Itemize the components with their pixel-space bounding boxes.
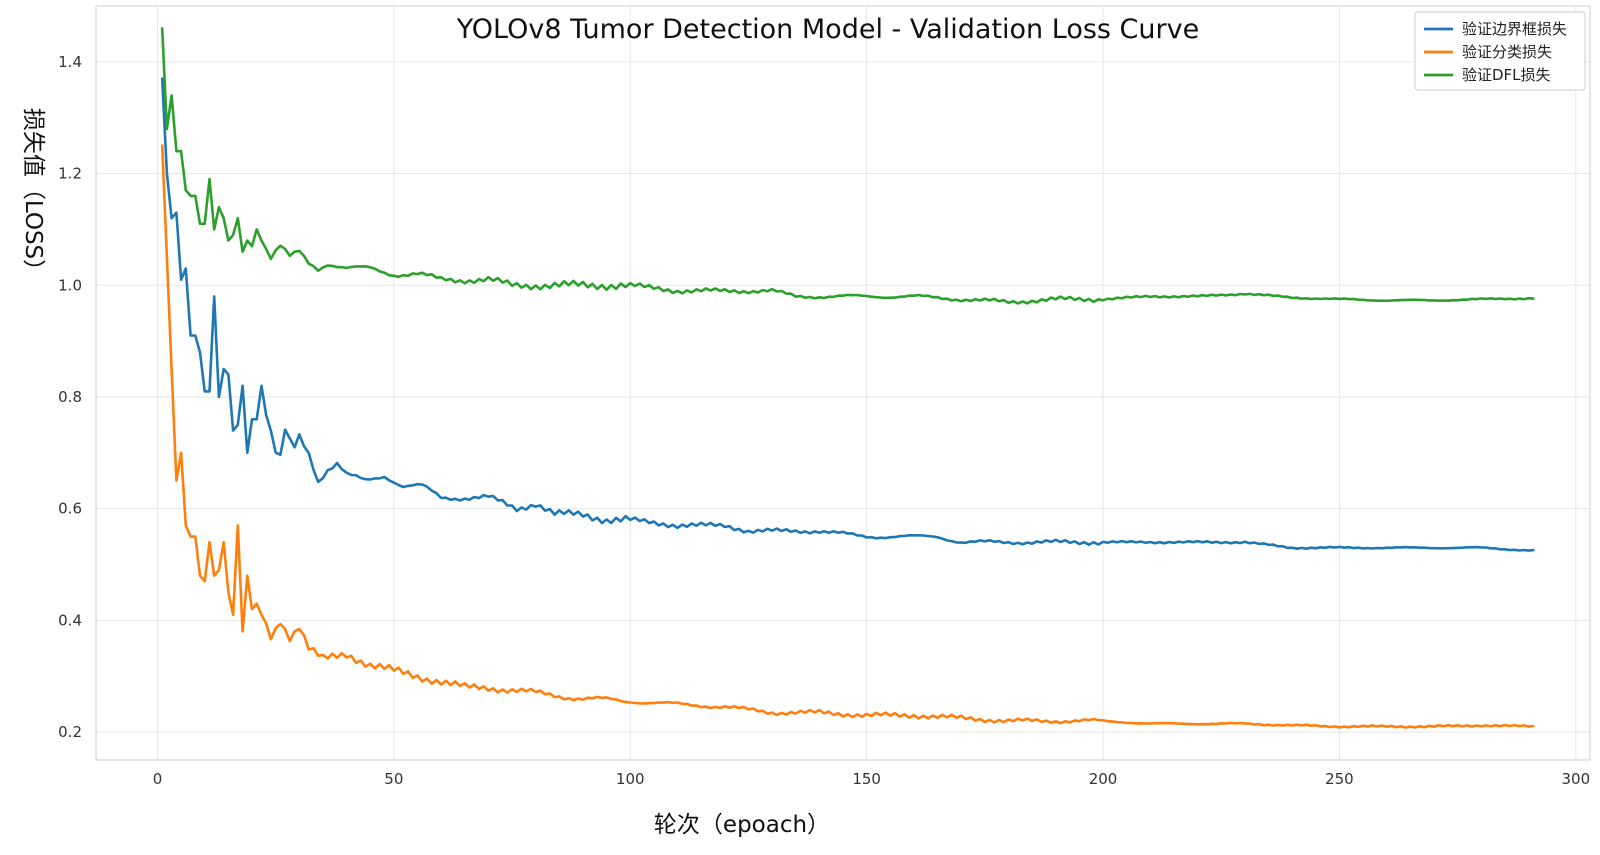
y-tick-label: 0.6 [58,500,82,518]
grid-lines [96,6,1590,760]
x-tick-label: 0 [153,770,163,788]
series-line-3 [160,27,1535,305]
series-line-1 [160,77,1535,552]
legend-box [1414,11,1586,91]
y-tick-label: 0.2 [58,723,82,741]
y-tick-label: 1.2 [58,165,82,183]
legend-label-1: 验证边界框损失 [1462,20,1567,38]
x-tick-label: 150 [852,770,881,788]
x-axis-ticks: 0 50 100 150 200 250 300 [153,770,1590,788]
chart-title: YOLOv8 Tumor Detection Model - Validatio… [456,14,1199,45]
series-layer [160,27,1535,729]
legend-label-2: 验证分类损失 [1462,43,1552,61]
x-tick-label: 300 [1561,770,1590,788]
y-tick-label: 1.0 [58,276,82,294]
x-tick-label: 50 [384,770,403,788]
legend-label-3: 验证DFL损失 [1462,66,1551,84]
x-tick-label: 100 [616,770,645,788]
y-tick-label: 1.4 [58,53,82,71]
y-axis-title: 损失值（LOSS） [20,108,46,282]
plot-area-frame [95,5,1591,761]
x-axis-title: 轮次（epoach） [654,812,830,838]
series-line-2 [160,144,1535,729]
x-tick-label: 250 [1325,770,1354,788]
x-tick-label: 200 [1089,770,1118,788]
y-axis-ticks: 0.2 0.4 0.6 0.8 1.0 1.2 1.4 [58,53,82,741]
y-tick-label: 0.4 [58,611,82,629]
y-tick-label: 0.8 [58,388,82,406]
